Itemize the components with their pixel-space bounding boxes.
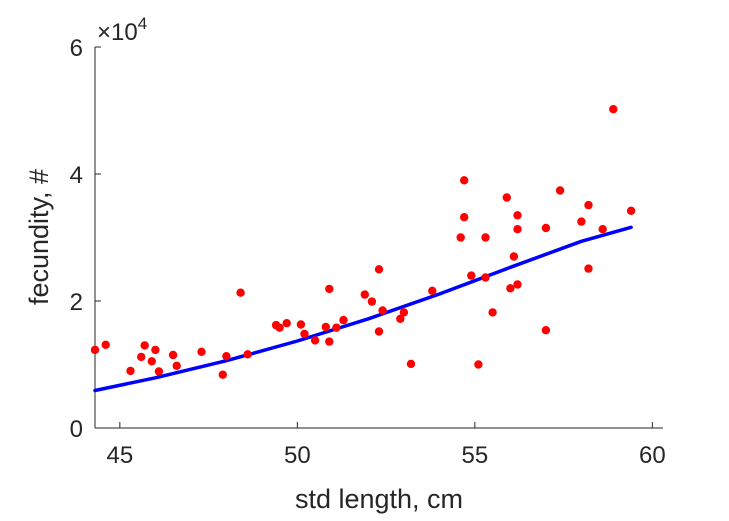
data-point — [172, 361, 181, 370]
data-point — [506, 284, 515, 293]
x-tick-label: 55 — [461, 442, 488, 469]
y-tick-label: 4 — [70, 162, 83, 189]
y-tick-label: 6 — [70, 35, 83, 62]
data-point — [474, 360, 483, 369]
data-point — [481, 233, 490, 242]
x-tick-label: 45 — [106, 442, 133, 469]
data-point — [222, 352, 231, 361]
data-point — [513, 211, 522, 220]
data-point — [282, 319, 291, 328]
y-multiplier-label: ×104 — [97, 14, 147, 46]
data-point — [101, 340, 110, 349]
data-point — [509, 252, 519, 261]
data-point — [541, 326, 551, 335]
data-point — [236, 288, 245, 297]
y-multiplier-exponent: 4 — [138, 14, 147, 33]
data-point — [151, 345, 160, 355]
data-point — [339, 315, 348, 325]
data-point — [513, 280, 522, 289]
data-point — [488, 308, 497, 317]
data-point — [90, 345, 100, 355]
data-point — [456, 233, 465, 242]
data-point — [541, 223, 551, 233]
y-tick-label: 0 — [70, 416, 83, 443]
data-point — [502, 193, 511, 202]
data-point — [513, 225, 522, 234]
data-point — [360, 290, 369, 299]
data-point — [332, 323, 341, 332]
fit-line — [93, 225, 633, 393]
data-point — [584, 264, 593, 273]
data-point — [399, 308, 409, 317]
data-point — [406, 359, 416, 369]
x-axis-label: std length, cm — [295, 484, 463, 514]
data-point — [460, 213, 469, 222]
data-point — [243, 350, 252, 359]
data-point — [626, 206, 636, 215]
data-point — [154, 367, 164, 376]
y-tick-label: 2 — [70, 289, 83, 316]
data-point — [481, 273, 490, 282]
data-point — [296, 320, 306, 329]
data-point — [275, 323, 284, 332]
data-point — [197, 347, 206, 356]
data-point — [137, 352, 146, 362]
data-point — [609, 105, 618, 114]
data-point — [555, 186, 565, 195]
data-point — [467, 271, 476, 280]
data-point — [584, 200, 593, 210]
data-point — [140, 341, 149, 350]
data-point — [147, 357, 156, 366]
data-point — [374, 265, 384, 274]
data-point — [218, 370, 227, 379]
y-axis-label: fecundity, # — [24, 169, 54, 305]
data-point — [300, 329, 309, 339]
data-point — [310, 336, 320, 345]
data-point — [460, 176, 469, 185]
x-tick-label: 60 — [639, 442, 666, 469]
data-point — [396, 314, 405, 323]
data-point — [374, 327, 384, 336]
data-point — [321, 322, 330, 332]
data-point — [577, 217, 586, 226]
y-axis-ticks: 0 2 4 6 — [70, 35, 101, 443]
data-point — [168, 350, 178, 360]
data-point — [367, 297, 377, 306]
data-point — [325, 337, 334, 346]
x-axis-ticks: 45 50 55 60 — [106, 422, 666, 469]
data-point — [598, 225, 607, 234]
data-point — [325, 284, 334, 294]
data-point — [378, 306, 387, 315]
data-point — [126, 366, 135, 376]
y-multiplier-base: ×10 — [97, 19, 138, 46]
data-point — [428, 286, 437, 295]
x-tick-label: 50 — [284, 442, 311, 469]
series-layer — [90, 105, 636, 393]
